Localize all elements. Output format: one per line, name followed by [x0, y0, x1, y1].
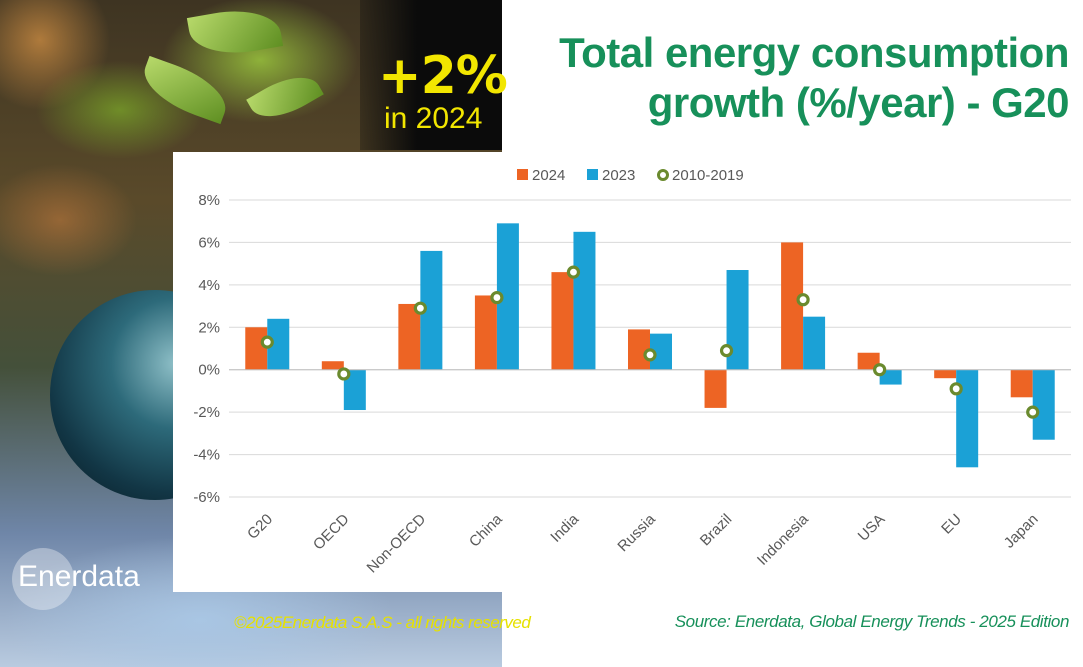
chart-panel: -6% -4% -2% 0% 2% 4% 6% 8% 2024 2023 2010-2019 G20 O… [173, 152, 1083, 592]
x-category-label: Japan [1001, 511, 1042, 552]
y-tick-label: -4% [193, 447, 220, 464]
legend-marker-2010-2019 [657, 169, 669, 181]
chart-title-line-1: Total energy consumption [559, 29, 1069, 76]
x-category-label: Russia [614, 510, 659, 555]
y-tick-label: 4% [198, 277, 220, 294]
marker-2010-2019-eu[interactable] [949, 382, 963, 396]
bar-2023-indonesia[interactable] [803, 316, 826, 370]
bar-2024-g20[interactable] [245, 327, 268, 370]
logo-badge [12, 548, 74, 610]
x-category-label: G20 [244, 511, 276, 543]
legend-swatch-2024 [517, 169, 528, 180]
bar-2023-usa[interactable] [879, 369, 902, 385]
marker-2010-2019-brazil[interactable] [719, 344, 734, 358]
x-category-label: EU [938, 511, 965, 538]
chart-title: Total energy consumption growth (%/year)… [549, 28, 1069, 128]
bar-2023-non-oecd[interactable] [420, 250, 443, 370]
y-tick-label: 8% [198, 192, 220, 209]
legend-label-2010-2019: 2010-2019 [672, 167, 744, 184]
x-category-label: Non-OECD [364, 511, 430, 577]
headline-value: +2% [378, 46, 508, 106]
bar-2024-oecd[interactable] [321, 361, 344, 370]
marker-2010-2019-russia[interactable] [643, 348, 657, 362]
bar-2024-eu[interactable] [934, 369, 957, 379]
y-tick-label: 6% [198, 234, 220, 251]
copyright-notice: ©2025Enerdata S.A.S - all rights reserve… [234, 613, 531, 632]
marker-2010-2019-oecd[interactable] [337, 367, 351, 381]
bar-2023-japan[interactable] [1032, 369, 1055, 440]
bar-2024-usa[interactable] [857, 352, 880, 370]
bar-chart: -6% -4% -2% 0% 2% 4% 6% 8% 2024 2023 2010-2019 G20 O… [193, 167, 1071, 577]
x-category-label: India [547, 510, 582, 545]
bar-2023-brazil[interactable] [726, 270, 749, 370]
bar-2024-china[interactable] [474, 295, 497, 370]
bar-2024-indonesia[interactable] [781, 242, 804, 370]
leaf-shape [186, 2, 284, 62]
bar-2024-india[interactable] [551, 272, 574, 370]
legend-label-2024: 2024 [532, 167, 565, 184]
x-category-label: USA [855, 511, 889, 545]
marker-2010-2019-indonesia[interactable] [796, 293, 810, 307]
bar-2023-g20[interactable] [267, 318, 290, 370]
bar-2024-russia[interactable] [628, 329, 650, 370]
headline-backdrop [360, 0, 502, 150]
bar-2023-india[interactable] [573, 231, 596, 370]
marker-2010-2019-china[interactable] [490, 290, 504, 305]
x-category-label: Brazil [697, 511, 736, 550]
bar-2023-russia[interactable] [650, 333, 672, 370]
marker-2010-2019-non-oecd[interactable] [413, 301, 427, 315]
source-note: Source: Enerdata, Global Energy Trends -… [674, 612, 1070, 631]
y-tick-label: 0% [198, 362, 220, 379]
marker-2010-2019-g20[interactable] [260, 335, 274, 349]
leaf-shape [135, 55, 235, 125]
legend-swatch-2023 [587, 169, 598, 180]
bar-2023-china[interactable] [496, 223, 519, 370]
bar-2024-brazil[interactable] [704, 369, 727, 408]
x-category-label: OECD [310, 511, 353, 554]
enerdata-logo[interactable]: Enerdata [18, 560, 140, 593]
leaf-shape [246, 64, 324, 130]
x-category-label: China [466, 510, 506, 550]
chart-title-line-2: growth (%/year) - G20 [647, 79, 1070, 126]
bar-2023-oecd[interactable] [343, 369, 366, 411]
y-tick-label: -6% [193, 489, 220, 506]
y-tick-label: -2% [193, 404, 220, 421]
x-category-label: Indonesia [754, 510, 812, 568]
legend-label-2023: 2023 [602, 167, 635, 184]
headline-year: in 2024 [384, 102, 483, 135]
marker-2010-2019-usa[interactable] [873, 363, 887, 377]
bar-2023-eu[interactable] [956, 369, 979, 468]
y-tick-label: 2% [198, 319, 220, 336]
marker-2010-2019-japan[interactable] [1026, 405, 1040, 419]
bar-2024-japan[interactable] [1010, 369, 1033, 398]
marker-2010-2019-india[interactable] [566, 265, 581, 279]
bar-2024-non-oecd[interactable] [398, 303, 421, 370]
